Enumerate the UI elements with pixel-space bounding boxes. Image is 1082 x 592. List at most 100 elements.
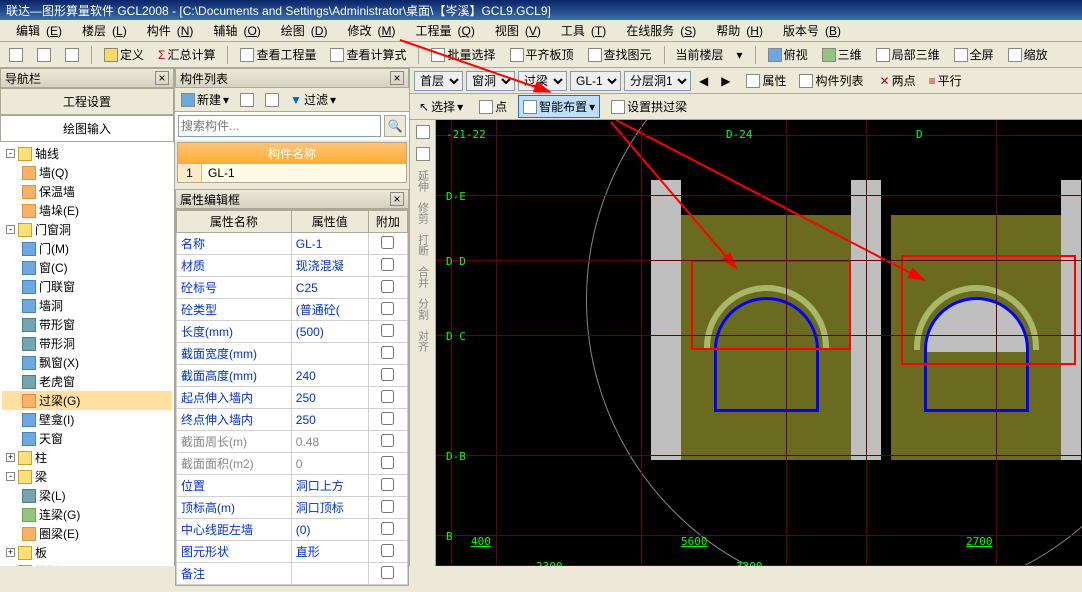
table-row[interactable]: 顶标高(m)洞口顶标 xyxy=(177,497,408,519)
table-row[interactable]: 截面宽度(mm) xyxy=(177,343,408,365)
tree-item[interactable]: +板 xyxy=(2,543,172,562)
tree-item[interactable]: 墙洞 xyxy=(2,296,172,315)
menu-component[interactable]: 构件(N) xyxy=(135,20,200,41)
tree-item[interactable]: 带形窗 xyxy=(2,315,172,334)
tree-item[interactable]: -门窗洞 xyxy=(2,220,172,239)
extra-checkbox[interactable] xyxy=(381,434,394,447)
new-button[interactable]: 新建 ▾ xyxy=(177,89,233,110)
wallhole-select[interactable]: 窗洞 xyxy=(466,71,515,91)
tab-project-settings[interactable]: 工程设置 xyxy=(0,88,174,115)
complist-button[interactable]: 构件列表 xyxy=(794,69,868,92)
comp-select[interactable]: GL-1 xyxy=(570,71,621,91)
sidetool-merge[interactable]: 合并 xyxy=(415,262,431,292)
menu-draw[interactable]: 绘图(D) xyxy=(269,20,334,41)
menu-edit[interactable]: 编辑(E) xyxy=(4,20,68,41)
point-button[interactable]: 点 xyxy=(474,95,512,118)
table-row[interactable]: 截面面积(m2)0 xyxy=(177,453,408,475)
sum-button[interactable]: Σ汇总计算 xyxy=(153,43,220,66)
extra-checkbox[interactable] xyxy=(381,390,394,403)
findelem-button[interactable]: 查找图元 xyxy=(583,43,657,66)
menu-view[interactable]: 视图(V) xyxy=(483,20,547,41)
extra-checkbox[interactable] xyxy=(381,236,394,249)
table-row[interactable]: 中心线距左墙(0) xyxy=(177,519,408,541)
tree-item[interactable]: 门(M) xyxy=(2,239,172,258)
table-row[interactable]: 砼类型(普通砼( xyxy=(177,299,408,321)
tree-item[interactable]: -梁 xyxy=(2,467,172,486)
tree-item[interactable]: 连梁(G) xyxy=(2,505,172,524)
flatroof-button[interactable]: 平齐板顶 xyxy=(505,43,579,66)
menu-quantity[interactable]: 工程量(Q) xyxy=(403,20,480,41)
zoom-button[interactable]: 缩放 xyxy=(1003,43,1053,66)
tool-b[interactable] xyxy=(261,91,283,109)
menu-tool[interactable]: 工具(T) xyxy=(549,20,612,41)
tree-item[interactable]: 飘窗(X) xyxy=(2,353,172,372)
table-row[interactable]: 起点伸入墙内250 xyxy=(177,387,408,409)
extra-checkbox[interactable] xyxy=(381,280,394,293)
tree-item[interactable]: 墙垛(E) xyxy=(2,201,172,220)
tool-generic-3[interactable] xyxy=(60,45,84,65)
table-row[interactable]: 材质现浇混凝 xyxy=(177,255,408,277)
menu-online[interactable]: 在线服务(S) xyxy=(614,20,702,41)
table-row[interactable]: 备注 xyxy=(177,563,408,585)
extra-checkbox[interactable] xyxy=(381,500,394,513)
tree-item[interactable]: 梁(L) xyxy=(2,486,172,505)
parallel-button[interactable]: ≡平行 xyxy=(924,69,967,92)
extra-checkbox[interactable] xyxy=(381,412,394,425)
table-row[interactable]: 图元形状直形 xyxy=(177,541,408,563)
table-row[interactable]: 位置洞口上方 xyxy=(177,475,408,497)
tool-a[interactable] xyxy=(236,91,258,109)
sidetool-1[interactable] xyxy=(413,122,433,142)
twopoint-button[interactable]: ✕两点 xyxy=(875,69,921,92)
table-row[interactable]: 截面高度(mm)240 xyxy=(177,365,408,387)
tree-item[interactable]: 圈梁(E) xyxy=(2,524,172,543)
sidetool-align[interactable]: 对齐 xyxy=(415,326,431,356)
tree-item[interactable]: +楼梯 xyxy=(2,562,172,566)
tree-item[interactable]: 门联窗 xyxy=(2,277,172,296)
viewqty-button[interactable]: 查看工程量 xyxy=(235,43,321,66)
extra-checkbox[interactable] xyxy=(381,456,394,469)
search-icon[interactable]: 🔍 xyxy=(384,115,406,137)
drawing-canvas[interactable]: -21-22D-24DD-ED DD CD-BB4005600270023003… xyxy=(436,120,1082,566)
propedit-close-icon[interactable]: × xyxy=(390,192,404,206)
setarch-button[interactable]: 设置拱过梁 xyxy=(606,95,692,118)
menu-modify[interactable]: 修改(M) xyxy=(335,20,401,41)
sidetool-2[interactable] xyxy=(413,144,433,164)
table-row[interactable]: 名称GL-1 xyxy=(177,233,408,255)
tree-item[interactable]: 带形洞 xyxy=(2,334,172,353)
nav-close-icon[interactable]: × xyxy=(155,71,169,85)
layerhole-select[interactable]: 分层洞1 xyxy=(624,71,691,91)
tree-item[interactable]: +柱 xyxy=(2,448,172,467)
tab-draw-input[interactable]: 绘图输入 xyxy=(0,115,174,142)
extra-checkbox[interactable] xyxy=(381,302,394,315)
define-button[interactable]: 定义 xyxy=(99,43,149,66)
sidetool-trim[interactable]: 修剪 xyxy=(415,198,431,228)
smart-layout-button[interactable]: 智能布置 ▾ xyxy=(518,95,600,118)
extra-checkbox[interactable] xyxy=(381,566,394,579)
tree-item[interactable]: 墙(Q) xyxy=(2,163,172,182)
select-button[interactable]: ↖ 选择 ▾ xyxy=(414,95,468,118)
extra-checkbox[interactable] xyxy=(381,368,394,381)
curfloor-dropdown[interactable]: ▾ xyxy=(732,45,748,65)
table-row[interactable]: 砼标号C25 xyxy=(177,277,408,299)
lintel-select[interactable]: 过梁 xyxy=(518,71,567,91)
nav-right[interactable]: ▶ xyxy=(716,71,735,91)
floor-select[interactable]: 首层 xyxy=(414,71,463,91)
table-row[interactable]: 终点伸入墙内250 xyxy=(177,409,408,431)
batchsel-button[interactable]: 批量选择 xyxy=(426,43,500,66)
tool-generic-1[interactable] xyxy=(4,45,28,65)
tree-item[interactable]: -轴线 xyxy=(2,144,172,163)
menu-version[interactable]: 版本号(B) xyxy=(771,20,847,41)
tree-item[interactable]: 窗(C) xyxy=(2,258,172,277)
fullscreen-button[interactable]: 全屏 xyxy=(949,43,999,66)
tree-item[interactable]: 天窗 xyxy=(2,429,172,448)
extra-checkbox[interactable] xyxy=(381,522,394,535)
complist-close-icon[interactable]: × xyxy=(390,71,404,85)
menu-axis[interactable]: 辅轴(O) xyxy=(201,20,266,41)
nav-left[interactable]: ◀ xyxy=(694,71,713,91)
tool-generic-2[interactable] xyxy=(32,45,56,65)
extra-checkbox[interactable] xyxy=(381,346,394,359)
extra-checkbox[interactable] xyxy=(381,324,394,337)
localthreed-button[interactable]: 局部三维 xyxy=(871,43,945,66)
tree-item[interactable]: 过梁(G) xyxy=(2,391,172,410)
filter-button[interactable]: ▼过滤 ▾ xyxy=(286,89,340,110)
